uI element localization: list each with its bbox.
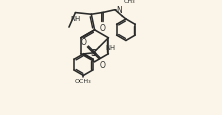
Text: N: N [116, 6, 122, 15]
Text: O: O [81, 38, 87, 47]
Text: O: O [100, 24, 106, 33]
Text: S: S [90, 49, 96, 58]
Text: CH₃: CH₃ [124, 0, 135, 4]
Text: NH: NH [70, 16, 81, 22]
Text: NH: NH [105, 44, 115, 50]
Text: O: O [100, 60, 106, 69]
Text: OCH₃: OCH₃ [75, 78, 92, 83]
